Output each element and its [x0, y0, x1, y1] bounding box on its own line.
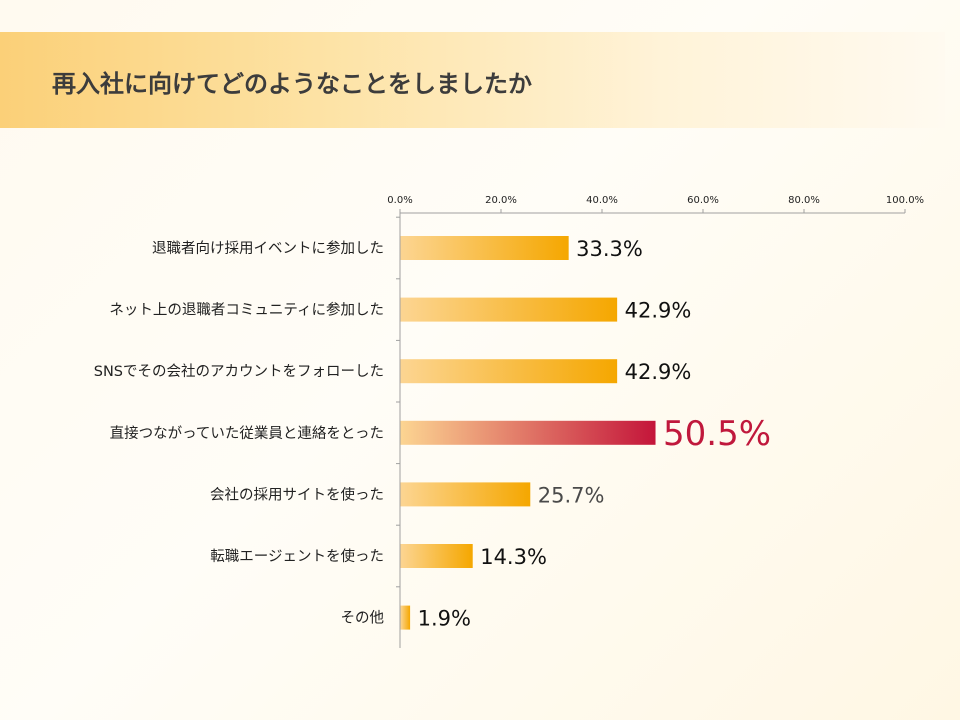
x-tick-label: 40.0% — [586, 195, 618, 206]
value-label: 33.3% — [576, 237, 643, 261]
bar — [400, 544, 473, 568]
category-label: 退職者向け採用イベントに参加した — [152, 240, 384, 257]
bar — [400, 359, 618, 384]
x-tick-label: 100.0% — [886, 195, 924, 206]
category-label: その他 — [341, 610, 385, 627]
value-label: 42.9% — [625, 360, 692, 384]
value-label: 50.5% — [663, 414, 771, 454]
bar — [400, 420, 656, 445]
category-label: 転職エージェントを使った — [210, 548, 384, 565]
page-title: 再入社に向けてどのようなことをしましたか — [52, 70, 532, 98]
title-band — [0, 32, 945, 128]
bar — [400, 236, 569, 260]
value-label: 42.9% — [625, 299, 692, 323]
category-label: ネット上の退職者コミュニティに参加した — [109, 302, 384, 319]
bar — [400, 297, 618, 322]
x-tick-label: 20.0% — [485, 195, 517, 206]
category-label: SNSでその会社のアカウントをフォローした — [94, 363, 384, 380]
bar — [400, 482, 531, 507]
x-tick-label: 0.0% — [387, 195, 412, 206]
x-tick-label: 80.0% — [788, 195, 820, 206]
value-label: 25.7% — [538, 483, 605, 507]
value-label: 14.3% — [480, 545, 547, 569]
bar — [400, 605, 411, 630]
value-label: 1.9% — [418, 607, 471, 631]
category-label: 直接つながっていた従業員と連絡をとった — [110, 425, 384, 442]
category-label: 会社の採用サイトを使った — [210, 486, 384, 503]
x-tick-label: 60.0% — [687, 195, 719, 206]
